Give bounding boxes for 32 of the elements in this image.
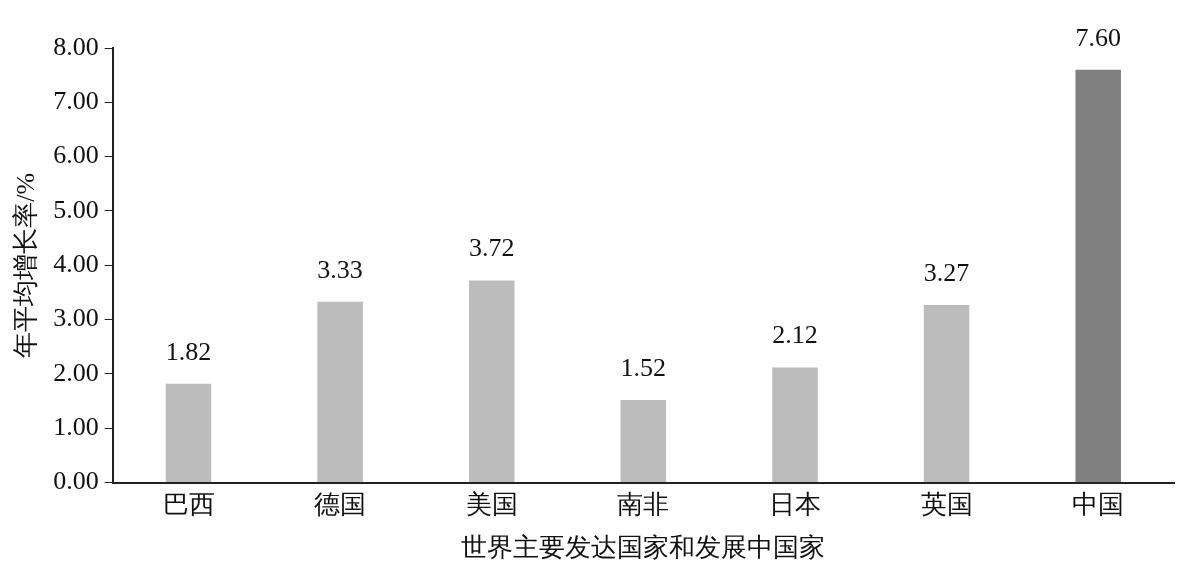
x-tick-label: 美国 [465, 490, 518, 520]
x-tick-label: 英国 [920, 490, 973, 520]
y-tick-label: 7.00 [53, 86, 99, 116]
bar [317, 301, 363, 483]
y-axis-title: 年平均增长率/% [11, 172, 41, 358]
y-tick-label: 2.00 [53, 357, 99, 387]
x-tick-label: 巴西 [162, 490, 215, 520]
bar [772, 367, 818, 483]
data-label: 3.33 [317, 254, 363, 284]
y-tick-label: 6.00 [53, 140, 99, 170]
x-axis-title: 世界主要发达国家和发展中国家 [461, 533, 826, 563]
y-tick-label: 8.00 [53, 31, 99, 61]
x-tick-label: 南非 [617, 490, 670, 520]
bar [923, 304, 970, 483]
data-label: 1.82 [165, 336, 212, 366]
y-tick-label: 0.00 [53, 466, 99, 496]
bar [468, 280, 515, 483]
x-tick-label: 中国 [1072, 490, 1125, 520]
data-label: 7.60 [1075, 22, 1121, 52]
x-tick-label: 日本 [768, 490, 821, 520]
y-tick-label: 3.00 [53, 303, 99, 333]
bar [165, 383, 212, 483]
y-tick-label: 5.00 [53, 194, 99, 224]
data-label: 3.27 [923, 257, 970, 287]
data-label: 2.12 [772, 320, 818, 350]
bar [1075, 69, 1121, 483]
y-tick-label: 1.00 [53, 412, 99, 442]
y-tick-label: 4.00 [53, 249, 99, 279]
x-tick-label: 德国 [314, 490, 367, 520]
data-label: 1.52 [620, 352, 667, 382]
data-label: 3.72 [468, 233, 515, 263]
bar [620, 400, 667, 483]
